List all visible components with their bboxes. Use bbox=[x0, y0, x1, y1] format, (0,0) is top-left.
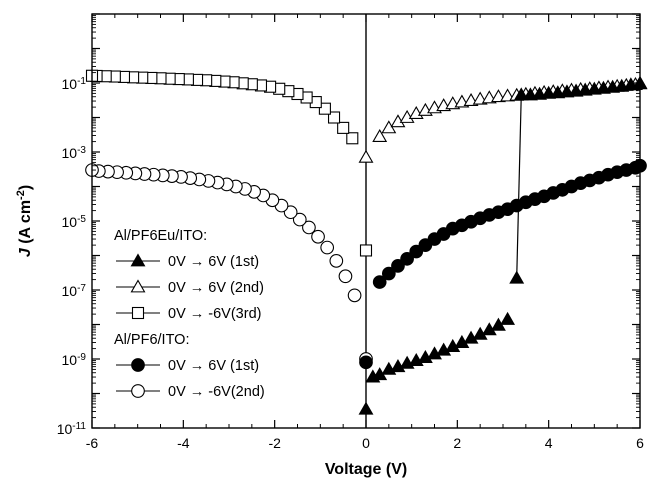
legend-label: 0V → 6V (1st) bbox=[168, 254, 259, 270]
data-point bbox=[327, 111, 341, 124]
data-point bbox=[347, 288, 362, 303]
data-point bbox=[359, 244, 373, 257]
x-tick-label: 0 bbox=[362, 435, 370, 451]
legend-marker bbox=[131, 358, 145, 372]
legend: Al/PF6Eu/ITO: 0V → 6V (1st) 0V → 6V (2nd) 0… bbox=[114, 228, 265, 400]
data-point bbox=[320, 240, 335, 255]
y-axis-title-unit-exp: -2 bbox=[15, 190, 27, 200]
data-point bbox=[541, 85, 557, 99]
data-point bbox=[346, 132, 359, 145]
data-point bbox=[302, 220, 316, 235]
legend-label: 0V → -6V(3rd) bbox=[168, 306, 261, 322]
data-point bbox=[359, 355, 373, 370]
data-point bbox=[372, 128, 388, 142]
y-tick-base: 10 bbox=[57, 421, 73, 437]
x-tick-label: -6 bbox=[86, 435, 99, 451]
data-point bbox=[513, 87, 529, 101]
x-tick-label: -4 bbox=[177, 435, 190, 451]
y-axis-title-symbol: J bbox=[17, 247, 34, 257]
x-axis-title: Voltage (V) bbox=[325, 461, 407, 478]
y-tick-label: 10-11 bbox=[57, 421, 87, 438]
y-tick-exponent: -7 bbox=[77, 283, 86, 294]
legend-marker bbox=[130, 253, 146, 267]
data-point bbox=[391, 259, 405, 273]
axes: -6 -4 -2 0 2 4 610-1110-910-710-510-310-1Volta… bbox=[15, 13, 644, 478]
y-tick-exponent: -11 bbox=[72, 421, 86, 432]
data-point bbox=[400, 251, 414, 266]
y-tick-label: 10-3 bbox=[62, 145, 87, 162]
x-tick-label: 2 bbox=[453, 435, 461, 451]
y-tick-label: 10-5 bbox=[62, 214, 87, 231]
y-tick-label: 10-1 bbox=[62, 76, 87, 93]
y-tick-base: 10 bbox=[62, 283, 78, 299]
legend-label: 0V → 6V (1st) bbox=[168, 358, 259, 374]
y-axis-title-close: ) bbox=[17, 185, 34, 190]
switching-jump-line bbox=[516, 94, 522, 279]
legend-group-title: Al/PF6Eu/ITO: bbox=[114, 228, 207, 244]
legend-marker bbox=[131, 306, 145, 320]
data-point bbox=[318, 102, 331, 115]
legend-label: 0V → 6V (2nd) bbox=[168, 280, 264, 296]
y-tick-exponent: -9 bbox=[77, 352, 86, 363]
data-point bbox=[381, 266, 396, 281]
y-axis-title-unit: (A cm bbox=[17, 200, 34, 248]
y-tick-exponent: -3 bbox=[77, 145, 86, 156]
legend-marker bbox=[131, 384, 145, 398]
x-tick-label: 6 bbox=[636, 435, 644, 451]
y-tick-label: 10-9 bbox=[62, 352, 87, 369]
legend-group-title: Al/PF6/ITO: bbox=[114, 332, 189, 348]
y-tick-base: 10 bbox=[62, 214, 78, 230]
y-tick-base: 10 bbox=[62, 76, 78, 92]
legend-marker bbox=[130, 279, 146, 293]
y-tick-label: 10-7 bbox=[62, 283, 87, 300]
data-point bbox=[358, 401, 374, 415]
y-tick-exponent: -5 bbox=[77, 214, 86, 225]
data-point bbox=[311, 229, 325, 244]
data-point bbox=[338, 269, 353, 284]
data-point bbox=[337, 121, 350, 134]
data-point bbox=[500, 311, 516, 325]
x-tick-label: -2 bbox=[268, 435, 281, 451]
data-point bbox=[358, 149, 374, 163]
data-point bbox=[372, 275, 387, 289]
data-markers bbox=[85, 69, 648, 415]
data-point bbox=[329, 253, 344, 268]
y-tick-base: 10 bbox=[62, 352, 78, 368]
data-point bbox=[509, 270, 525, 284]
data-point bbox=[283, 205, 298, 220]
x-tick-label: 4 bbox=[545, 435, 553, 451]
data-point bbox=[522, 87, 538, 101]
legend-label: 0V → -6V(2nd) bbox=[168, 384, 265, 400]
y-tick-base: 10 bbox=[62, 145, 78, 161]
y-tick-exponent: -1 bbox=[77, 76, 86, 87]
y-axis-title: J (A cm-2) bbox=[15, 185, 34, 257]
data-point bbox=[292, 212, 307, 227]
